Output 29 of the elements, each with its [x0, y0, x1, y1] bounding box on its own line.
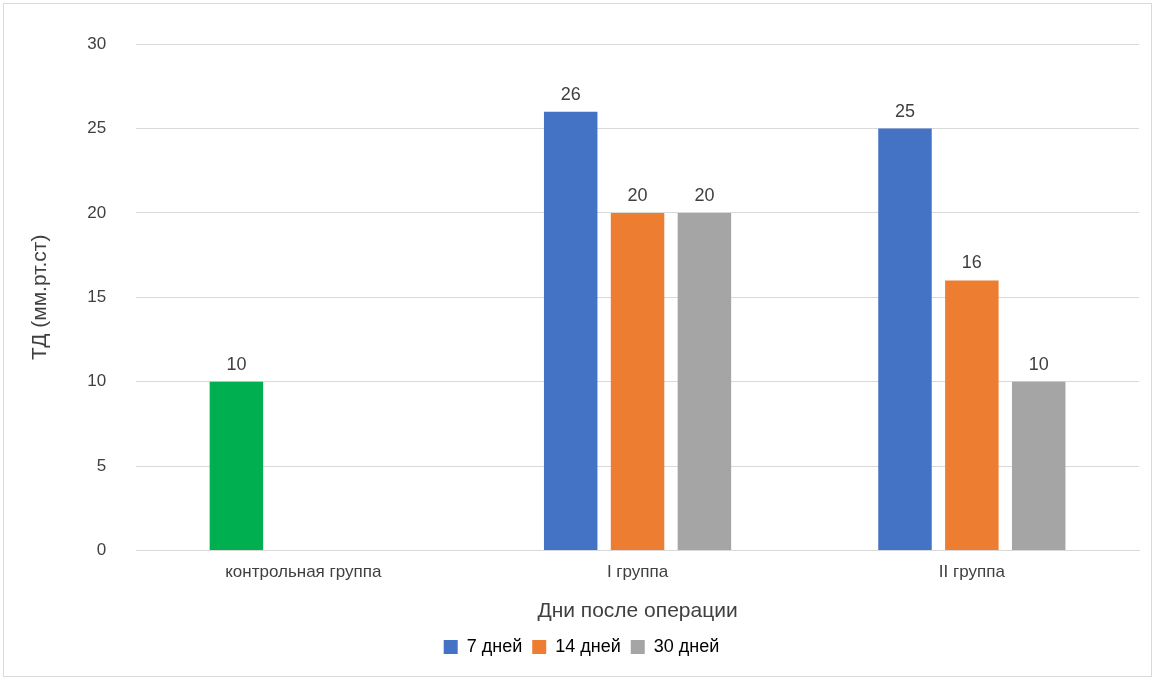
- y-tick-label: 30: [87, 33, 107, 53]
- bar: [610, 212, 665, 550]
- y-tick-label: 15: [87, 286, 107, 306]
- y-tick-label: 10: [87, 371, 107, 391]
- data-label: 20: [627, 184, 648, 205]
- x-axis-title: Дни после операции: [537, 598, 738, 622]
- bar: [945, 280, 999, 550]
- bar: [677, 212, 732, 550]
- x-tick-label: II группа: [938, 562, 1006, 582]
- bar: [543, 111, 598, 550]
- bar: [209, 381, 264, 550]
- bar: [878, 128, 932, 550]
- legend-label: 30 дней: [653, 635, 720, 656]
- bar: [1011, 381, 1066, 550]
- data-label: 10: [1028, 353, 1049, 374]
- legend-label: 14 дней: [555, 635, 621, 656]
- y-tick-label: 0: [96, 540, 107, 560]
- data-label: 20: [694, 184, 715, 205]
- data-label: 25: [894, 100, 916, 121]
- x-tick-label: контрольная группа: [225, 562, 382, 582]
- y-tick-label: 5: [96, 455, 107, 475]
- data-label: 10: [226, 353, 247, 374]
- y-tick-label: 20: [87, 202, 107, 222]
- data-label: 16: [961, 252, 982, 273]
- y-axis-title: ТД (мм.рт.ст): [27, 234, 51, 360]
- data-label: 26: [560, 83, 581, 104]
- y-tick-label: 25: [87, 118, 107, 138]
- legend-label: 7 дней: [466, 635, 523, 656]
- x-tick-label: I группа: [606, 562, 669, 582]
